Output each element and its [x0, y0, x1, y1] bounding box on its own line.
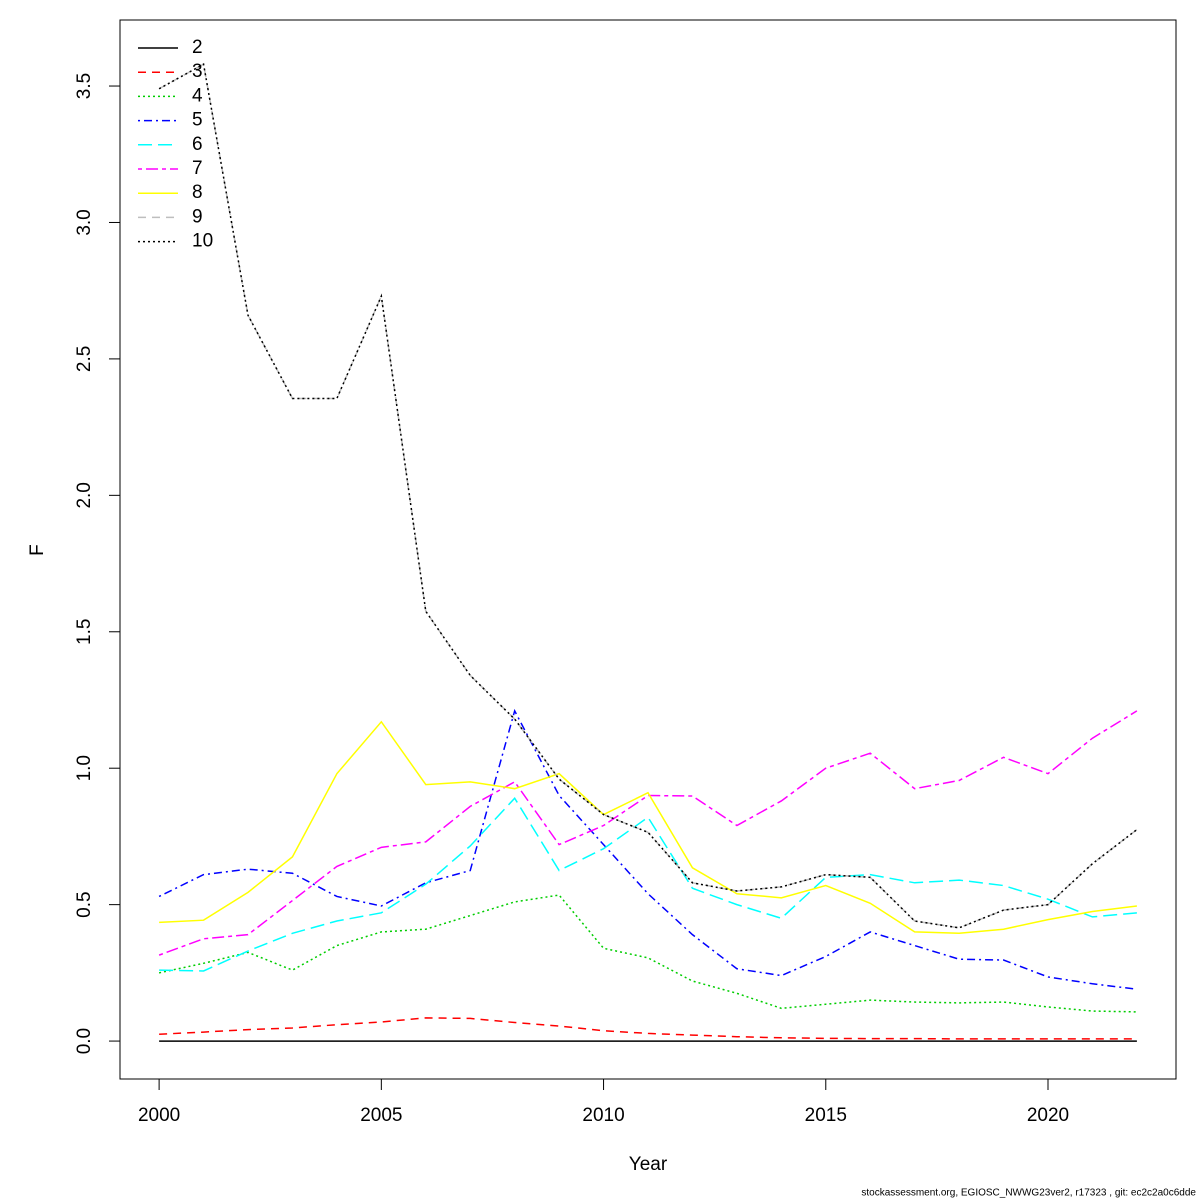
- series-line: [158, 63, 1138, 929]
- series-line: [158, 894, 1137, 1013]
- legend-label: 3: [192, 61, 203, 82]
- legend-label: 4: [192, 85, 203, 106]
- legend-label: 8: [192, 182, 203, 203]
- y-tick-label: 1.5: [74, 619, 95, 645]
- legend-label: 10: [192, 231, 213, 252]
- y-tick-label: 0.0: [74, 1028, 95, 1054]
- series-line: [159, 796, 1137, 972]
- legend-label: 6: [192, 134, 203, 155]
- series-line: [158, 708, 1137, 990]
- x-tick-label: 2010: [582, 1105, 624, 1126]
- legend-label: 5: [192, 110, 203, 131]
- series-line: [159, 720, 1137, 935]
- series-line: [158, 63, 1138, 929]
- series-line: [158, 710, 1138, 956]
- legend-label: 9: [192, 206, 203, 227]
- footer: stockassessment.org, EGIOSC_NWWG23ver2, …: [861, 1188, 1196, 1199]
- x-tick-label: 2005: [360, 1105, 402, 1126]
- legend-label: 7: [192, 158, 203, 179]
- y-tick-label: 1.0: [74, 755, 95, 781]
- plot-box: [119, 19, 1177, 1080]
- y-tick-label: 2.0: [74, 482, 95, 508]
- x-tick-label: 2020: [1027, 1105, 1069, 1126]
- series-line: [159, 1017, 1137, 1040]
- x-axis-label: Year: [629, 1154, 668, 1175]
- legend-label: 2: [192, 37, 203, 58]
- x-tick-label: 2000: [138, 1105, 180, 1126]
- y-tick-label: 2.5: [74, 346, 95, 372]
- y-tick-label: 0.5: [74, 891, 95, 917]
- x-tick-label: 2015: [805, 1105, 847, 1126]
- y-axis-label: F: [27, 544, 48, 556]
- y-tick-label: 3.5: [74, 73, 95, 99]
- y-tick-label: 3.0: [74, 209, 95, 235]
